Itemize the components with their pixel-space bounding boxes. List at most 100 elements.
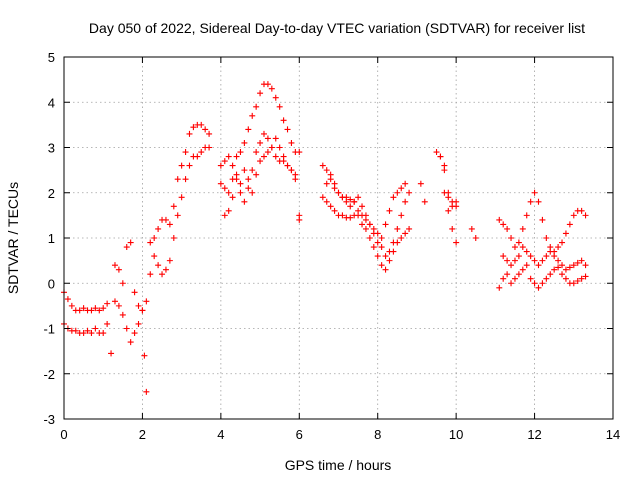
y-tick-label: 3 bbox=[48, 141, 55, 156]
data-point bbox=[241, 167, 248, 174]
data-point bbox=[362, 212, 369, 219]
data-point bbox=[186, 130, 193, 137]
data-point bbox=[394, 189, 401, 196]
data-point bbox=[174, 176, 181, 183]
data-point bbox=[515, 271, 522, 278]
data-point bbox=[135, 302, 142, 309]
data-point bbox=[237, 149, 244, 156]
data-point bbox=[123, 325, 130, 332]
data-point bbox=[272, 94, 279, 101]
grid-lines bbox=[64, 57, 613, 419]
data-point bbox=[386, 248, 393, 255]
y-tick-label: 1 bbox=[48, 231, 55, 246]
data-point bbox=[64, 296, 71, 303]
data-point bbox=[80, 330, 87, 337]
data-point bbox=[249, 112, 256, 119]
data-point bbox=[566, 221, 573, 228]
data-point bbox=[508, 280, 515, 287]
data-point bbox=[531, 189, 538, 196]
data-point bbox=[288, 139, 295, 146]
data-point bbox=[80, 305, 87, 312]
data-point bbox=[535, 198, 542, 205]
data-point bbox=[527, 275, 534, 282]
data-point bbox=[151, 253, 158, 260]
data-point bbox=[374, 253, 381, 260]
series-track-middle bbox=[217, 135, 589, 273]
data-point bbox=[276, 144, 283, 151]
data-point bbox=[166, 221, 173, 228]
data-point bbox=[225, 189, 232, 196]
data-point bbox=[151, 235, 158, 241]
data-point bbox=[359, 203, 366, 210]
data-point bbox=[284, 126, 291, 133]
data-point bbox=[496, 216, 503, 223]
data-point bbox=[468, 225, 475, 232]
data-point bbox=[327, 176, 334, 183]
data-point bbox=[296, 149, 303, 156]
data-point bbox=[453, 198, 460, 205]
data-point bbox=[166, 257, 173, 264]
data-point bbox=[511, 244, 518, 251]
data-point bbox=[323, 167, 330, 174]
data-point bbox=[382, 253, 389, 260]
data-point bbox=[108, 350, 115, 357]
data-point bbox=[323, 180, 330, 187]
data-point bbox=[170, 235, 177, 241]
data-point bbox=[241, 198, 248, 205]
data-point bbox=[276, 103, 283, 110]
data-point bbox=[323, 198, 330, 205]
data-point bbox=[272, 153, 279, 160]
data-point bbox=[155, 262, 162, 269]
data-point bbox=[233, 153, 240, 160]
data-point bbox=[578, 275, 585, 282]
data-point bbox=[147, 271, 154, 278]
data-point bbox=[88, 307, 95, 314]
data-point bbox=[288, 167, 295, 174]
data-point bbox=[221, 212, 228, 219]
data-point bbox=[355, 194, 362, 201]
data-point bbox=[570, 280, 577, 287]
data-point bbox=[515, 253, 522, 260]
data-point bbox=[115, 266, 122, 273]
data-point bbox=[449, 203, 456, 210]
data-point bbox=[551, 266, 558, 273]
data-point bbox=[402, 198, 409, 205]
x-tick-label: 6 bbox=[296, 427, 303, 442]
data-point bbox=[406, 189, 413, 196]
data-point bbox=[559, 262, 566, 269]
x-tick-label: 8 bbox=[374, 427, 381, 442]
data-point bbox=[253, 171, 260, 178]
data-point bbox=[511, 275, 518, 282]
data-point bbox=[555, 264, 562, 271]
data-point bbox=[72, 327, 79, 334]
data-point bbox=[386, 257, 393, 264]
data-point bbox=[570, 212, 577, 219]
y-tick-label: -1 bbox=[43, 322, 55, 337]
data-point bbox=[531, 257, 538, 264]
data-point bbox=[421, 198, 428, 205]
data-point bbox=[511, 257, 518, 264]
data-point bbox=[257, 158, 264, 165]
data-point bbox=[351, 198, 358, 205]
data-point bbox=[143, 298, 150, 305]
data-point bbox=[217, 162, 224, 169]
y-tick-label: 5 bbox=[48, 50, 55, 65]
data-point bbox=[445, 207, 452, 214]
data-point bbox=[221, 185, 228, 192]
data-point bbox=[402, 230, 409, 237]
data-point bbox=[566, 264, 573, 271]
data-point bbox=[390, 194, 397, 201]
data-point bbox=[559, 271, 566, 278]
data-point bbox=[292, 176, 299, 183]
data-point bbox=[229, 162, 236, 169]
data-point bbox=[174, 212, 181, 219]
x-tick-label: 10 bbox=[449, 427, 463, 442]
data-point bbox=[539, 280, 546, 287]
data-point bbox=[84, 327, 91, 334]
data-point bbox=[378, 244, 385, 251]
data-point bbox=[245, 126, 252, 133]
data-point bbox=[225, 153, 232, 160]
data-point bbox=[257, 139, 264, 146]
data-point bbox=[155, 225, 162, 232]
